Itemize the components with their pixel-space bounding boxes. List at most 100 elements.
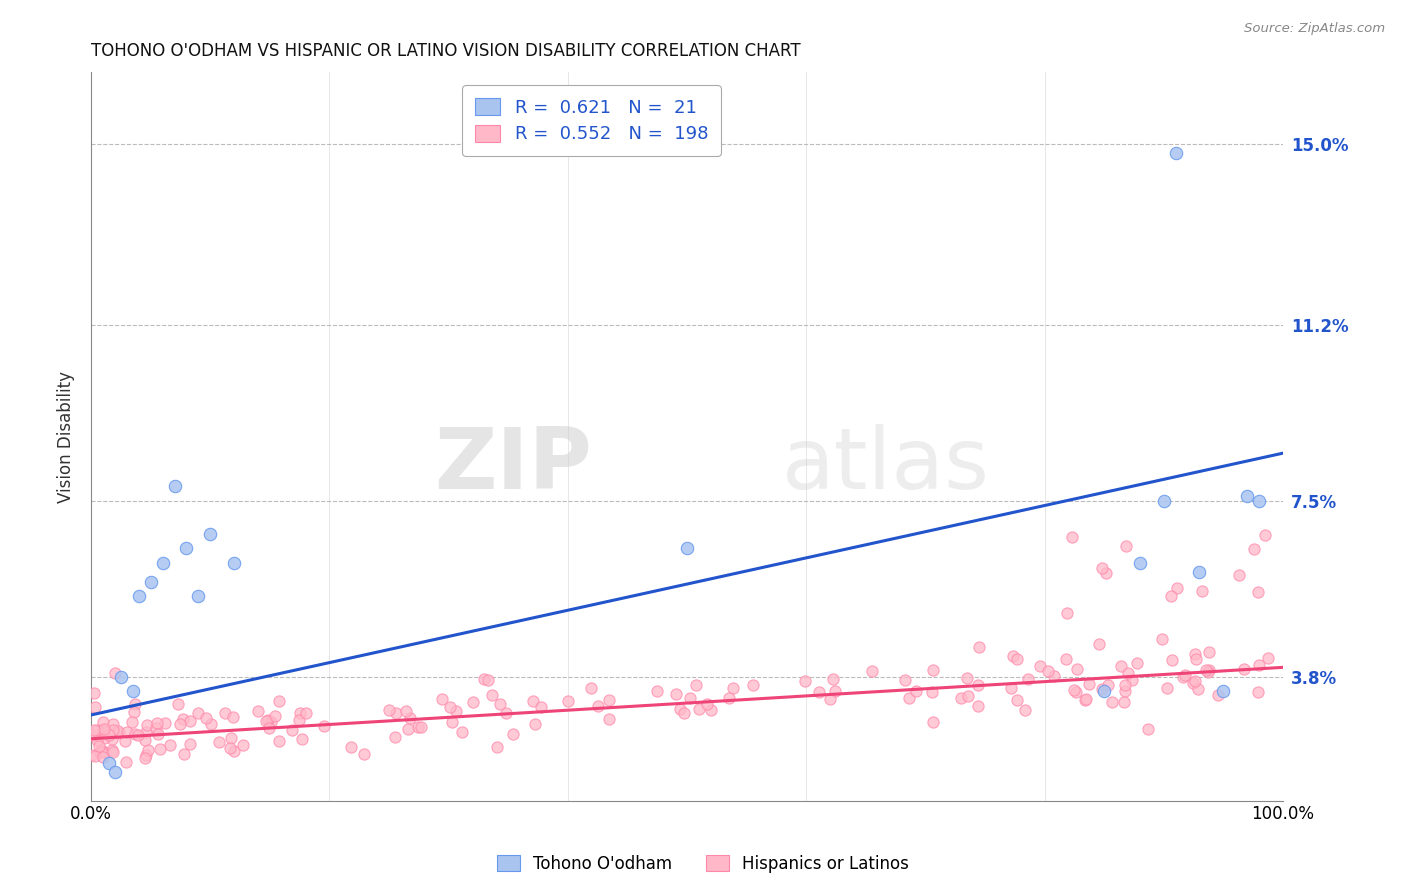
Point xyxy=(82,747,104,762)
Point xyxy=(1091,682,1114,697)
Point xyxy=(152,556,174,570)
Point xyxy=(257,721,280,735)
Point xyxy=(1182,676,1205,690)
Point xyxy=(90,726,112,740)
Point xyxy=(1171,670,1194,684)
Point xyxy=(1249,657,1271,672)
Point xyxy=(1114,678,1136,692)
Point xyxy=(394,704,416,718)
Point xyxy=(1257,651,1279,665)
Point xyxy=(1233,662,1256,676)
Point xyxy=(1097,678,1119,692)
Point xyxy=(91,750,114,764)
Point xyxy=(93,731,115,745)
Point xyxy=(139,574,162,589)
Point xyxy=(1184,673,1206,688)
Point xyxy=(1091,561,1114,575)
Text: atlas: atlas xyxy=(782,425,990,508)
Point xyxy=(950,691,973,706)
Point xyxy=(444,704,467,718)
Point xyxy=(956,689,979,703)
Point xyxy=(187,706,209,720)
Point xyxy=(1125,656,1147,670)
Point xyxy=(441,715,464,730)
Point xyxy=(893,673,915,688)
Point xyxy=(1109,658,1132,673)
Point xyxy=(860,664,883,678)
Point xyxy=(353,747,375,761)
Point xyxy=(247,704,270,718)
Point xyxy=(153,716,176,731)
Point xyxy=(194,711,217,725)
Point xyxy=(145,716,167,731)
Point xyxy=(124,698,146,712)
Point xyxy=(700,702,723,716)
Point xyxy=(134,751,156,765)
Point xyxy=(167,697,190,711)
Point xyxy=(1007,693,1029,707)
Point xyxy=(98,728,121,742)
Point xyxy=(108,726,131,740)
Point xyxy=(495,706,517,721)
Point xyxy=(378,703,401,717)
Point xyxy=(824,684,846,698)
Point xyxy=(127,728,149,742)
Point xyxy=(179,714,201,728)
Point xyxy=(1001,649,1024,664)
Point xyxy=(669,702,692,716)
Point xyxy=(86,723,108,737)
Point xyxy=(89,745,111,759)
Point xyxy=(163,479,186,493)
Point xyxy=(921,663,943,677)
Point xyxy=(1101,694,1123,708)
Point xyxy=(385,706,408,720)
Point xyxy=(1150,632,1173,646)
Point xyxy=(222,710,245,724)
Point xyxy=(224,744,246,758)
Point xyxy=(134,733,156,747)
Point xyxy=(463,695,485,709)
Point xyxy=(522,694,544,708)
Point xyxy=(1164,146,1187,161)
Point xyxy=(922,714,945,729)
Point xyxy=(159,739,181,753)
Point xyxy=(90,743,112,757)
Point xyxy=(956,671,979,685)
Point xyxy=(107,724,129,739)
Point xyxy=(259,715,281,730)
Point xyxy=(114,755,136,769)
Point xyxy=(921,685,943,699)
Point xyxy=(1063,682,1085,697)
Point xyxy=(87,739,110,753)
Point xyxy=(1188,565,1211,579)
Point xyxy=(281,723,304,738)
Point xyxy=(98,756,121,770)
Text: ZIP: ZIP xyxy=(434,425,592,508)
Point xyxy=(1166,581,1188,595)
Point xyxy=(557,694,579,708)
Point xyxy=(502,727,524,741)
Point xyxy=(135,748,157,763)
Point xyxy=(1066,662,1088,676)
Point xyxy=(267,733,290,747)
Point xyxy=(104,765,127,780)
Point xyxy=(1191,583,1213,598)
Point xyxy=(1074,693,1097,707)
Point xyxy=(1227,568,1250,582)
Point xyxy=(481,689,503,703)
Point xyxy=(721,681,744,695)
Point xyxy=(94,745,117,759)
Point xyxy=(1116,665,1139,680)
Point xyxy=(172,713,194,727)
Point xyxy=(135,718,157,732)
Point xyxy=(1247,685,1270,699)
Point xyxy=(104,666,127,681)
Point xyxy=(256,714,278,729)
Point xyxy=(1092,684,1115,698)
Point xyxy=(904,684,927,698)
Point xyxy=(1017,673,1039,687)
Point xyxy=(1078,677,1101,691)
Point xyxy=(409,720,432,734)
Point xyxy=(208,735,231,749)
Point xyxy=(83,686,105,700)
